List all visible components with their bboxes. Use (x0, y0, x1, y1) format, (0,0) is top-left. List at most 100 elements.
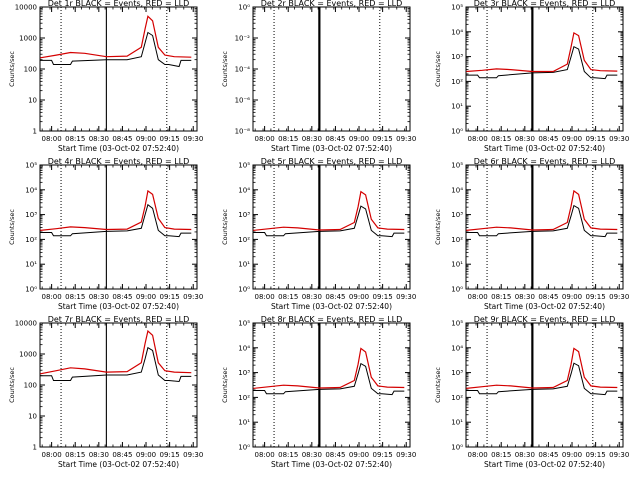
x-tick-label: 08:15 (65, 135, 85, 143)
y-tick-label: 10¹ (451, 419, 463, 427)
y-axis-label: Counts/sec (221, 367, 229, 403)
x-tick-label: 09:00 (562, 135, 582, 143)
y-tick-label: 10³ (25, 211, 37, 219)
chart-title: Det 8r BLACK = Events, RED = LLD (261, 315, 403, 324)
x-axis-label: Start Time (03-Oct-02 07:52:40) (58, 302, 179, 311)
x-tick-label: 09:30 (609, 451, 629, 459)
events-series-line (40, 346, 192, 383)
x-tick-label: 08:15 (65, 293, 85, 301)
x-tick-label: 08:45 (112, 135, 132, 143)
plot-frame (465, 6, 624, 132)
x-tick-label: 08:15 (491, 293, 511, 301)
x-tick-label: 09:30 (183, 451, 203, 459)
x-axis-label: Start Time (03-Oct-02 07:52:40) (271, 460, 392, 469)
y-tick-label: 10⁵ (25, 162, 37, 170)
y-tick-label: 10³ (451, 369, 463, 377)
plot-frame (39, 164, 198, 290)
x-tick-label: 08:30 (302, 451, 322, 459)
lld-series-line (40, 15, 192, 59)
chart-title: Det 4r BLACK = Events, RED = LLD (48, 157, 190, 166)
y-tick-label: 10⁵ (451, 162, 463, 170)
chart-title: Det 6r BLACK = Events, RED = LLD (474, 157, 616, 166)
y-tick-label: 10⁵ (451, 320, 463, 328)
y-tick-label: 10⁰ (451, 128, 463, 136)
chart-panel: Det 2r BLACK = Events, RED = LLD 10⁻⁸ 10⁻⁶… (221, 0, 416, 153)
y-tick-label: 10² (238, 394, 250, 402)
x-axis-label: Start Time (03-Oct-02 07:52:40) (271, 144, 392, 153)
y-tick-label: 1 (33, 128, 37, 136)
x-tick-label: 09:00 (562, 451, 582, 459)
chart-panel: Det 4r BLACK = Events, RED = LLD 10⁰ 10¹ 10… (8, 157, 203, 311)
y-tick-label: 10² (451, 78, 463, 86)
x-tick-label: 09:00 (136, 293, 156, 301)
x-tick-label: 08:45 (112, 293, 132, 301)
x-tick-label: 08:15 (65, 451, 85, 459)
plot-frame (252, 6, 411, 132)
x-tick-label: 09:30 (609, 293, 629, 301)
y-tick-label: 10² (25, 236, 37, 244)
lld-series-line (40, 329, 192, 375)
y-tick-label: 10⁰ (25, 286, 37, 294)
y-tick-label: 10⁴ (238, 344, 250, 352)
x-tick-label: 08:15 (278, 135, 298, 143)
x-tick-label: 08:30 (89, 293, 109, 301)
x-tick-label: 09:15 (160, 451, 180, 459)
lld-series-line (466, 189, 618, 231)
y-axis-label: Counts/sec (434, 51, 442, 87)
y-tick-label: 10⁴ (451, 28, 463, 36)
x-tick-label: 09:00 (349, 135, 369, 143)
y-tick-label: 10⁵ (451, 4, 463, 12)
lld-series-line (40, 189, 192, 231)
y-axis-label: Counts/sec (8, 209, 16, 245)
y-tick-label: 10⁰ (451, 444, 463, 452)
plot-frame (465, 322, 624, 448)
lld-series-line (466, 347, 618, 389)
x-axis-label: Start Time (03-Oct-02 07:52:40) (58, 460, 179, 469)
y-tick-label: 10⁰ (238, 4, 250, 12)
x-axis-label: Start Time (03-Oct-02 07:52:40) (484, 302, 605, 311)
y-tick-label: 10 (28, 97, 37, 105)
y-axis-label: Counts/sec (8, 367, 16, 403)
events-series-line (466, 362, 618, 396)
x-tick-label: 08:00 (255, 451, 275, 459)
y-axis-label: Counts/sec (434, 367, 442, 403)
x-tick-label: 08:00 (468, 451, 488, 459)
x-axis-label: Start Time (03-Oct-02 07:52:40) (271, 302, 392, 311)
x-tick-label: 08:30 (89, 135, 109, 143)
x-tick-label: 08:30 (515, 451, 535, 459)
chart-panel: Det 5r BLACK = Events, RED = LLD 10⁰ 10¹ 10… (221, 157, 416, 311)
x-tick-label: 09:15 (160, 135, 180, 143)
events-series-line (253, 205, 405, 238)
events-series-line (40, 31, 192, 68)
y-tick-label: 100 (24, 382, 37, 390)
y-tick-label: 10 (28, 413, 37, 421)
y-tick-label: 10⁴ (25, 186, 37, 194)
x-tick-label: 08:45 (325, 451, 345, 459)
y-tick-label: 10⁻⁸ (235, 128, 251, 136)
x-tick-label: 08:45 (538, 135, 558, 143)
x-tick-label: 08:45 (112, 451, 132, 459)
y-tick-label: 10000 (15, 320, 37, 328)
y-axis-label: Counts/sec (434, 209, 442, 245)
x-tick-label: 09:00 (562, 293, 582, 301)
y-tick-label: 10³ (238, 369, 250, 377)
x-tick-label: 08:15 (491, 451, 511, 459)
y-tick-label: 10⁰ (238, 286, 250, 294)
y-tick-label: 10¹ (451, 261, 463, 269)
y-tick-label: 10³ (451, 211, 463, 219)
y-tick-label: 10¹ (451, 103, 463, 111)
chart-title: Det 2r BLACK = Events, RED = LLD (261, 0, 403, 8)
x-tick-label: 09:30 (183, 293, 203, 301)
x-tick-label: 08:15 (278, 293, 298, 301)
x-tick-label: 09:15 (586, 293, 606, 301)
y-tick-label: 10⁵ (238, 162, 250, 170)
chart-panel: Det 8r BLACK = Events, RED = LLD 10⁰ 10¹ 10… (221, 315, 416, 469)
chart-title: Det 1r BLACK = Events, RED = LLD (48, 0, 190, 8)
y-tick-label: 1000 (19, 351, 37, 359)
x-tick-label: 09:00 (136, 451, 156, 459)
y-axis-label: Counts/sec (221, 51, 229, 87)
y-tick-label: 10⁵ (238, 320, 250, 328)
y-tick-label: 10000 (15, 4, 37, 12)
y-tick-label: 100 (24, 66, 37, 74)
